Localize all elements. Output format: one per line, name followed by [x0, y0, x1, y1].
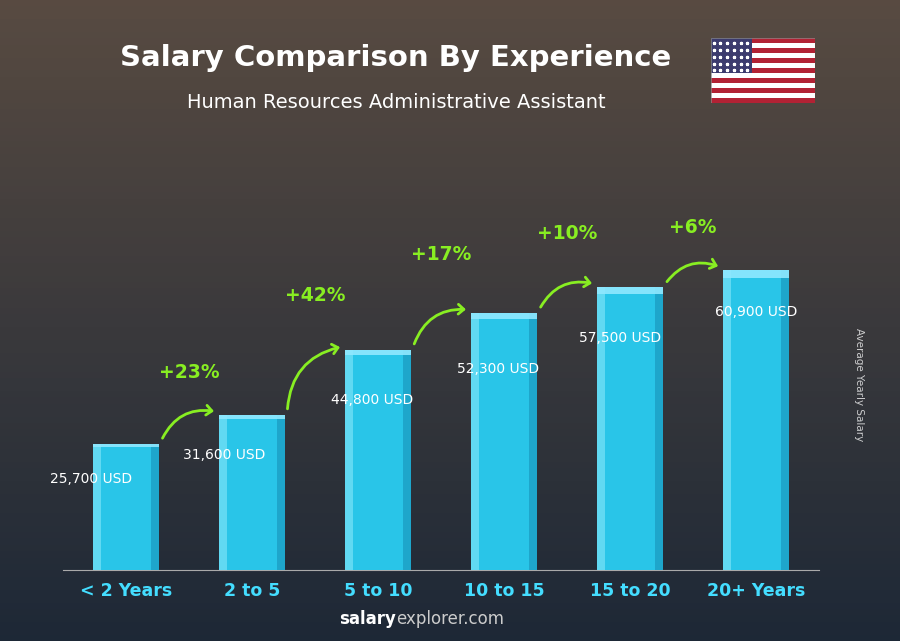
- Bar: [598, 287, 662, 294]
- Bar: [711, 44, 814, 48]
- Bar: [711, 88, 814, 93]
- Bar: [151, 444, 158, 570]
- Text: +6%: +6%: [670, 219, 716, 237]
- Text: 60,900 USD: 60,900 USD: [715, 305, 797, 319]
- Bar: [598, 287, 605, 570]
- Text: +42%: +42%: [284, 287, 346, 305]
- Bar: [403, 349, 410, 570]
- Bar: [711, 83, 814, 88]
- Bar: [711, 48, 814, 53]
- Bar: [711, 68, 814, 73]
- Text: +10%: +10%: [536, 224, 598, 243]
- Text: Average Yearly Salary: Average Yearly Salary: [854, 328, 865, 441]
- Text: 52,300 USD: 52,300 USD: [456, 362, 539, 376]
- Bar: [724, 271, 788, 570]
- Text: Salary Comparison By Experience: Salary Comparison By Experience: [121, 44, 671, 72]
- Bar: [711, 38, 752, 73]
- Bar: [472, 313, 536, 570]
- Bar: [711, 63, 814, 68]
- Bar: [94, 444, 158, 447]
- Bar: [711, 58, 814, 63]
- Bar: [711, 93, 814, 97]
- Bar: [724, 271, 788, 278]
- Bar: [472, 313, 479, 570]
- Bar: [724, 271, 731, 570]
- Bar: [711, 38, 814, 44]
- Bar: [529, 313, 536, 570]
- Bar: [346, 349, 353, 570]
- Text: +17%: +17%: [410, 246, 472, 265]
- Bar: [711, 73, 814, 78]
- Bar: [346, 349, 410, 355]
- Bar: [711, 53, 814, 58]
- Bar: [711, 78, 814, 83]
- Bar: [220, 415, 284, 570]
- Bar: [94, 444, 158, 570]
- Text: Human Resources Administrative Assistant: Human Resources Administrative Assistant: [186, 93, 606, 112]
- Bar: [472, 313, 536, 319]
- Text: salary: salary: [339, 610, 396, 628]
- Text: 25,700 USD: 25,700 USD: [50, 472, 131, 487]
- Text: 31,600 USD: 31,600 USD: [183, 448, 266, 462]
- Text: 44,800 USD: 44,800 USD: [330, 394, 413, 408]
- Text: +23%: +23%: [158, 363, 220, 382]
- Bar: [655, 287, 662, 570]
- Bar: [711, 97, 814, 103]
- Bar: [346, 349, 410, 570]
- Text: 57,500 USD: 57,500 USD: [579, 331, 661, 345]
- Bar: [277, 415, 284, 570]
- Bar: [220, 415, 227, 570]
- Bar: [598, 287, 662, 570]
- Text: explorer.com: explorer.com: [396, 610, 504, 628]
- Bar: [94, 444, 101, 570]
- Bar: [220, 415, 284, 419]
- Bar: [781, 271, 788, 570]
